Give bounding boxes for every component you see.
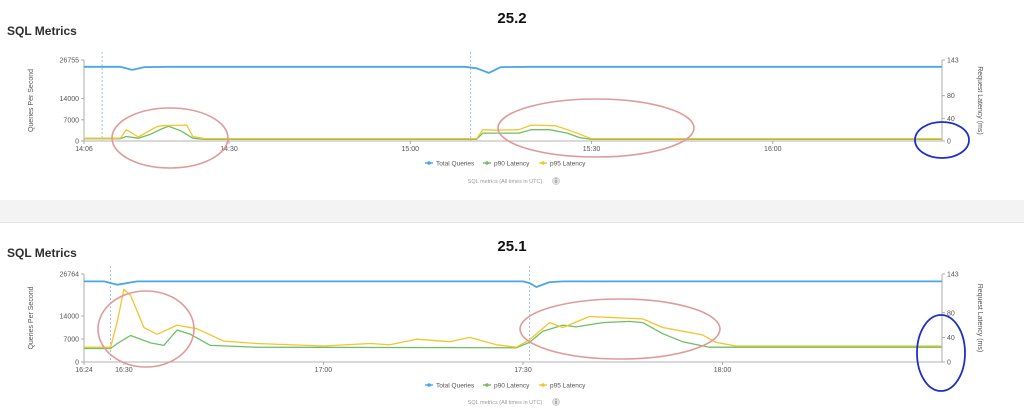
y2-axis-label: Request Latency (ms) — [976, 66, 983, 134]
legend-item-total-queries[interactable]: Total Queries — [425, 160, 475, 167]
info-icon-dot — [555, 399, 557, 401]
legend-item-p90-latency[interactable]: p90 Latency — [483, 160, 530, 167]
version-label: 25.2 — [497, 10, 527, 27]
x-tick-label: 15:00 — [402, 146, 420, 153]
sql-metrics-chart: 0 7000 14000 26764 0 40 80 143 16:24 16:30 17:00 17… — [28, 266, 983, 406]
panel-title: SQL Metrics — [7, 24, 77, 38]
series-line-p90-latency — [84, 320, 942, 350]
y2-tick-label: 40 — [947, 116, 955, 123]
y-tick-label: 14000 — [60, 96, 80, 103]
panel-title: SQL Metrics — [7, 246, 77, 260]
sql-metrics-panel-25-1: SQL Metrics 25.1 0 7000 14000 26764 0 40 80 143… — [0, 222, 1024, 420]
y2-axis-label: Request Latency (ms) — [976, 284, 983, 352]
info-icon-dot — [555, 178, 557, 180]
y-tick-label: 7000 — [63, 117, 79, 124]
y2-tick-label: 143 — [947, 272, 959, 279]
version-label: 25.1 — [497, 238, 527, 255]
y-tick-label: 7000 — [63, 336, 79, 343]
y2-tick-label: 0 — [947, 139, 951, 146]
x-tick-label: 17:00 — [315, 367, 333, 374]
legend-dot — [541, 383, 545, 387]
x-tick-label: 14:30 — [220, 146, 238, 153]
y2-tick-label: 40 — [947, 335, 955, 342]
x-tick-label: 16:00 — [764, 146, 782, 153]
y-axis-label: Queries Per Second — [28, 69, 35, 132]
legend-item-p95-latency[interactable]: p95 Latency — [539, 382, 586, 389]
chart-caption: SQL metrics (All times in UTC) — [468, 179, 543, 185]
legend-label: p95 Latency — [550, 160, 586, 167]
series-line-p90-latency — [84, 125, 942, 140]
y2-tick-label: 80 — [947, 310, 955, 317]
y-tick-label: 14000 — [60, 313, 80, 320]
series-line-total-queries — [84, 280, 942, 288]
legend-label: p90 Latency — [494, 160, 530, 167]
highlight-ellipse — [111, 107, 229, 169]
highlight-ellipse — [97, 290, 195, 368]
legend-label: Total Queries — [436, 382, 475, 389]
x-tick-label: 17:30 — [514, 367, 532, 374]
y-tick-label: 0 — [75, 360, 79, 367]
series-line-p95-latency — [84, 124, 942, 140]
axis-highlight-ellipse — [914, 121, 970, 159]
y2-tick-label: 80 — [947, 93, 955, 100]
y2-tick-label: 143 — [947, 58, 959, 65]
y-tick-label: 0 — [75, 139, 79, 146]
sql-metrics-panel-25-2: SQL Metrics 25.2 0 7000 14000 26755 0 40 80 143… — [0, 0, 1024, 201]
info-icon[interactable] — [552, 398, 560, 406]
x-tick-label: 16:24 — [75, 367, 93, 374]
series-line-total-queries — [84, 65, 942, 74]
legend-dot — [541, 161, 545, 165]
legend-label: Total Queries — [436, 160, 475, 167]
highlight-ellipse — [497, 98, 695, 158]
chart-caption: SQL metrics (All times in UTC) — [468, 400, 543, 406]
legend-item-p90-latency[interactable]: p90 Latency — [483, 382, 530, 389]
legend-dot — [485, 383, 489, 387]
y-axis-label: Queries Per Second — [28, 286, 35, 349]
legend-label: p95 Latency — [550, 382, 586, 389]
highlight-ellipse — [519, 298, 721, 360]
y-tick-label: 26755 — [60, 58, 80, 65]
y2-tick-label: 0 — [947, 360, 951, 367]
axis-highlight-ellipse — [916, 314, 966, 392]
info-icon[interactable] — [552, 177, 560, 185]
y-tick-label: 26764 — [60, 272, 80, 279]
legend-label: p90 Latency — [494, 382, 530, 389]
legend-dot — [485, 161, 489, 165]
series-line-p95-latency — [84, 288, 942, 348]
panel-separator — [0, 200, 1024, 222]
legend-item-p95-latency[interactable]: p95 Latency — [539, 160, 586, 167]
x-tick-label: 14:06 — [75, 146, 93, 153]
x-tick-label: 15:30 — [583, 146, 601, 153]
legend-dot — [427, 383, 431, 387]
x-tick-label: 18:00 — [714, 367, 732, 374]
x-tick-label: 16:30 — [115, 367, 133, 374]
legend-dot — [427, 161, 431, 165]
sql-metrics-chart: 0 7000 14000 26755 0 40 80 143 14:06 14:30 15:00 15… — [28, 52, 983, 185]
legend-item-total-queries[interactable]: Total Queries — [425, 382, 475, 389]
